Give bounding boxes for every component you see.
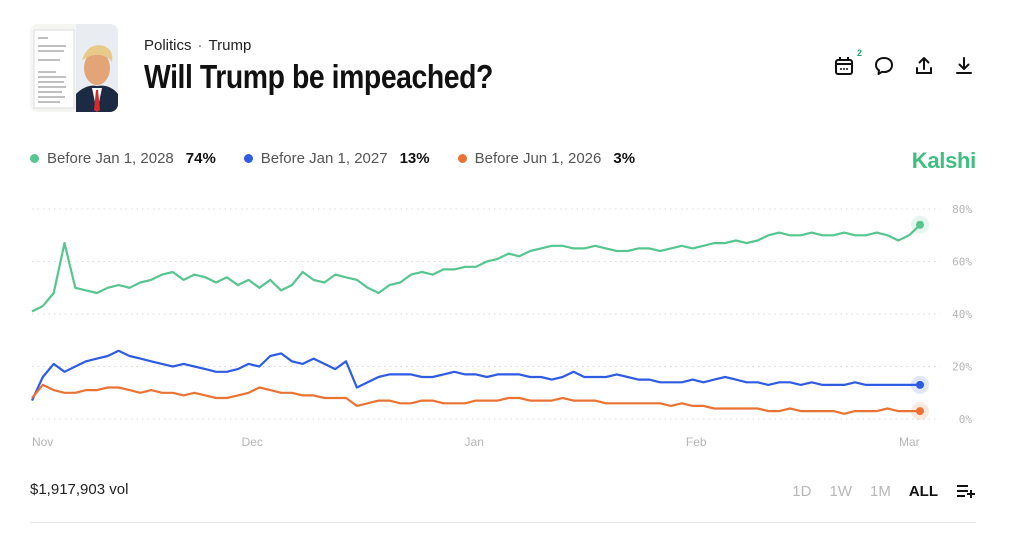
range-1m-button[interactable]: 1M — [869, 482, 891, 500]
legend-label-2028: Before Jan 1, 2028 — [47, 150, 174, 167]
list-add-icon[interactable] — [956, 481, 976, 501]
comment-icon — [875, 57, 893, 75]
share-button[interactable] — [912, 54, 936, 78]
page-title: Will Trump be impeached? — [144, 58, 493, 95]
x-tick-label: Jan — [465, 435, 484, 449]
legend-value-2027: 13% — [399, 150, 430, 167]
calendar-button[interactable]: 2 — [832, 48, 862, 78]
legend-item-2027[interactable]: Before Jan 1, 2027 13% — [243, 150, 430, 167]
breadcrumb-subcategory[interactable]: Trump — [208, 37, 252, 54]
trump-photo-illustration — [30, 24, 118, 112]
download-button[interactable] — [952, 54, 976, 78]
y-tick-label: 60% — [952, 256, 972, 269]
legend-item-2028[interactable]: Before Jan 1, 2028 74% — [30, 150, 216, 167]
range-1d-button[interactable]: 1D — [792, 482, 812, 500]
legend-value-2026: 3% — [613, 150, 636, 167]
y-tick-label: 80% — [952, 203, 972, 216]
market-thumbnail — [30, 24, 118, 112]
breadcrumb-separator: · — [197, 37, 203, 54]
x-tick-label: Dec — [242, 435, 263, 449]
legend-item-2026[interactable]: Before Jun 1, 2026 3% — [457, 150, 636, 167]
series-line-0 — [31, 224, 921, 313]
time-range-selector: 1D 1W 1M ALL — [792, 481, 976, 501]
series-end-point-1 — [916, 380, 924, 389]
legend-label-2027: Before Jan 1, 2027 — [260, 150, 388, 167]
x-tick-label: Nov — [32, 435, 53, 449]
action-bar: 2 — [832, 48, 976, 78]
calendar-badge: 2 — [856, 48, 862, 58]
series-end-point-2 — [916, 407, 924, 416]
series-end-point-0 — [916, 220, 924, 229]
chart-legend: Before Jan 1, 2028 74% Before Jan 1, 202… — [30, 150, 635, 167]
y-tick-label: 0% — [959, 413, 973, 426]
y-tick-label: 40% — [952, 308, 972, 321]
legend-dot-2028 — [30, 154, 39, 163]
breadcrumb: Politics · Trump — [144, 37, 251, 54]
calendar-icon — [835, 57, 853, 75]
y-tick-label: 20% — [952, 361, 972, 374]
comment-button[interactable] — [872, 54, 896, 78]
volume-label: $1,917,903 vol — [30, 481, 129, 498]
breadcrumb-category[interactable]: Politics — [144, 37, 192, 54]
legend-label-2026: Before Jun 1, 2026 — [474, 150, 602, 167]
series-line-2 — [31, 383, 920, 415]
share-icon — [916, 57, 932, 74]
legend-value-2028: 74% — [185, 150, 216, 167]
divider — [30, 522, 976, 523]
series-line-1 — [30, 349, 920, 402]
kalshi-logo: Kalshi — [911, 148, 977, 173]
price-chart[interactable]: 0% 20% 40% 60% 80% Nov Dec Jan Feb Mar — [0, 190, 1024, 460]
range-all-button[interactable]: ALL — [908, 482, 938, 500]
range-1w-button[interactable]: 1W — [829, 482, 852, 500]
download-icon — [956, 57, 972, 74]
legend-dot-2027 — [243, 154, 253, 163]
x-tick-label: Mar — [899, 435, 920, 449]
x-tick-label: Feb — [686, 435, 707, 449]
legend-dot-2026 — [457, 154, 467, 163]
